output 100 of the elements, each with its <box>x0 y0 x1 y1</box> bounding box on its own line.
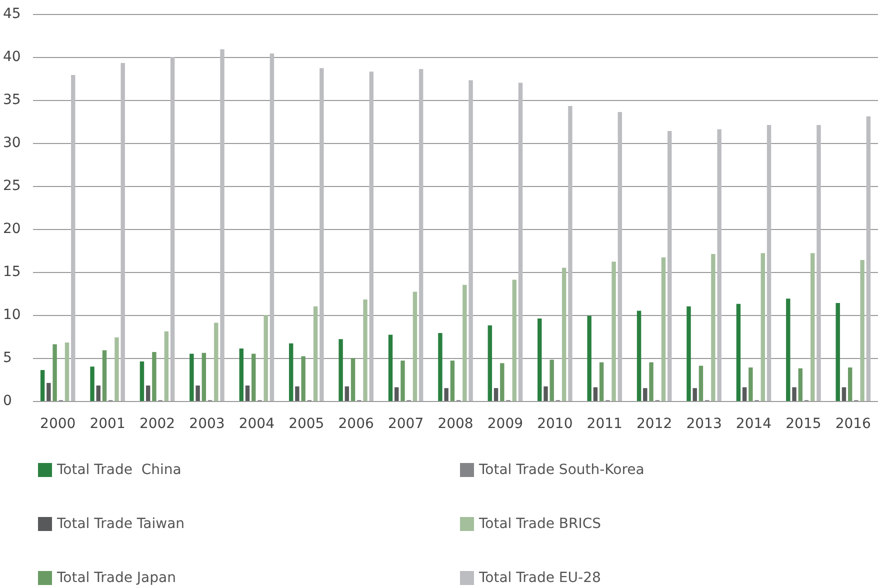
bar <box>301 356 306 401</box>
bar <box>836 302 840 401</box>
bar <box>338 339 343 401</box>
y-tick-label: 10 <box>3 307 21 323</box>
bar <box>488 325 492 401</box>
bar <box>252 354 256 401</box>
bar <box>438 333 442 401</box>
bar <box>842 387 846 401</box>
bar <box>388 334 393 401</box>
bar <box>468 80 473 401</box>
bar <box>152 352 156 401</box>
bar <box>313 306 318 401</box>
y-tick-label: 25 <box>3 178 21 194</box>
bar <box>810 253 815 401</box>
bar <box>538 318 542 401</box>
bar <box>444 388 448 401</box>
bar <box>512 280 516 401</box>
bar <box>643 388 648 401</box>
bar <box>544 386 548 401</box>
bar <box>239 348 244 401</box>
bar <box>190 354 194 401</box>
legend-label: Total Trade Japan <box>56 570 176 586</box>
bar <box>587 316 592 401</box>
bar <box>742 387 747 401</box>
bar <box>52 344 57 401</box>
x-tick-label: 2010 <box>537 416 573 432</box>
bar <box>170 57 175 401</box>
x-tick-label: 2014 <box>736 416 772 432</box>
bar <box>264 315 268 401</box>
x-tick-label: 2016 <box>835 416 872 432</box>
bar <box>736 304 741 401</box>
legend-label: Total Trade China <box>56 462 182 478</box>
bar <box>636 310 642 401</box>
y-tick-label: 0 <box>3 393 12 409</box>
bar <box>96 386 100 401</box>
x-tick-label: 2002 <box>139 416 176 432</box>
bar <box>760 253 766 401</box>
bar <box>394 387 399 401</box>
x-tick-label: 2005 <box>288 416 324 432</box>
x-tick-label: 2004 <box>238 416 275 432</box>
bar <box>350 358 356 401</box>
bar <box>71 75 76 401</box>
x-tick-label: 2007 <box>388 416 424 432</box>
bar <box>270 54 274 401</box>
x-tick-label: 2000 <box>40 416 76 432</box>
bar <box>866 116 871 401</box>
bar <box>618 112 622 401</box>
bar <box>114 337 119 401</box>
bar <box>518 82 523 401</box>
y-tick-label: 35 <box>3 92 21 108</box>
bar <box>288 343 294 401</box>
x-tick-label: 2013 <box>686 416 722 432</box>
bar <box>649 362 654 401</box>
bar <box>786 298 790 401</box>
y-tick-label: 15 <box>3 264 21 280</box>
bar <box>220 49 224 401</box>
x-tick-label: 2009 <box>487 416 524 432</box>
y-tick-label: 5 <box>3 350 12 366</box>
bar <box>550 360 554 401</box>
x-tick-label: 2015 <box>786 416 822 432</box>
bar <box>164 331 169 401</box>
bar <box>90 366 94 401</box>
bar <box>816 124 821 401</box>
legend-label: Total Trade South-Korea <box>478 462 644 478</box>
bar <box>418 69 424 401</box>
bar <box>450 360 455 401</box>
bar <box>400 360 405 401</box>
bar <box>412 292 418 401</box>
legend-label: Total Trade EU-28 <box>478 570 601 586</box>
x-tick-label: 2008 <box>438 416 474 432</box>
x-tick-label: 2001 <box>90 416 126 432</box>
x-tick-label: 2011 <box>586 416 622 432</box>
bar <box>102 350 107 401</box>
bar <box>202 352 206 401</box>
bar <box>568 106 572 401</box>
bar <box>792 387 796 401</box>
bar <box>562 268 566 401</box>
bar <box>748 367 753 401</box>
bar <box>140 361 144 401</box>
bar <box>612 262 616 401</box>
y-tick-label: 30 <box>3 135 21 151</box>
bar <box>692 388 697 401</box>
bar <box>599 362 604 401</box>
x-tick-label: 2003 <box>189 416 225 432</box>
bar <box>593 387 598 401</box>
bar <box>686 306 691 401</box>
bar <box>661 257 666 401</box>
y-tick-label: 45 <box>3 6 21 22</box>
legend-label: Total Trade Taiwan <box>56 516 185 532</box>
bar <box>798 368 802 401</box>
legend-label: Total Trade BRICS <box>478 516 602 532</box>
bar <box>711 254 716 401</box>
x-tick-label: 2006 <box>338 416 374 432</box>
bar <box>698 366 704 401</box>
bar <box>848 367 852 401</box>
bar <box>120 63 125 401</box>
bar <box>494 388 498 401</box>
bar <box>245 386 250 401</box>
y-tick-label: 40 <box>3 49 21 65</box>
bar <box>295 386 300 401</box>
